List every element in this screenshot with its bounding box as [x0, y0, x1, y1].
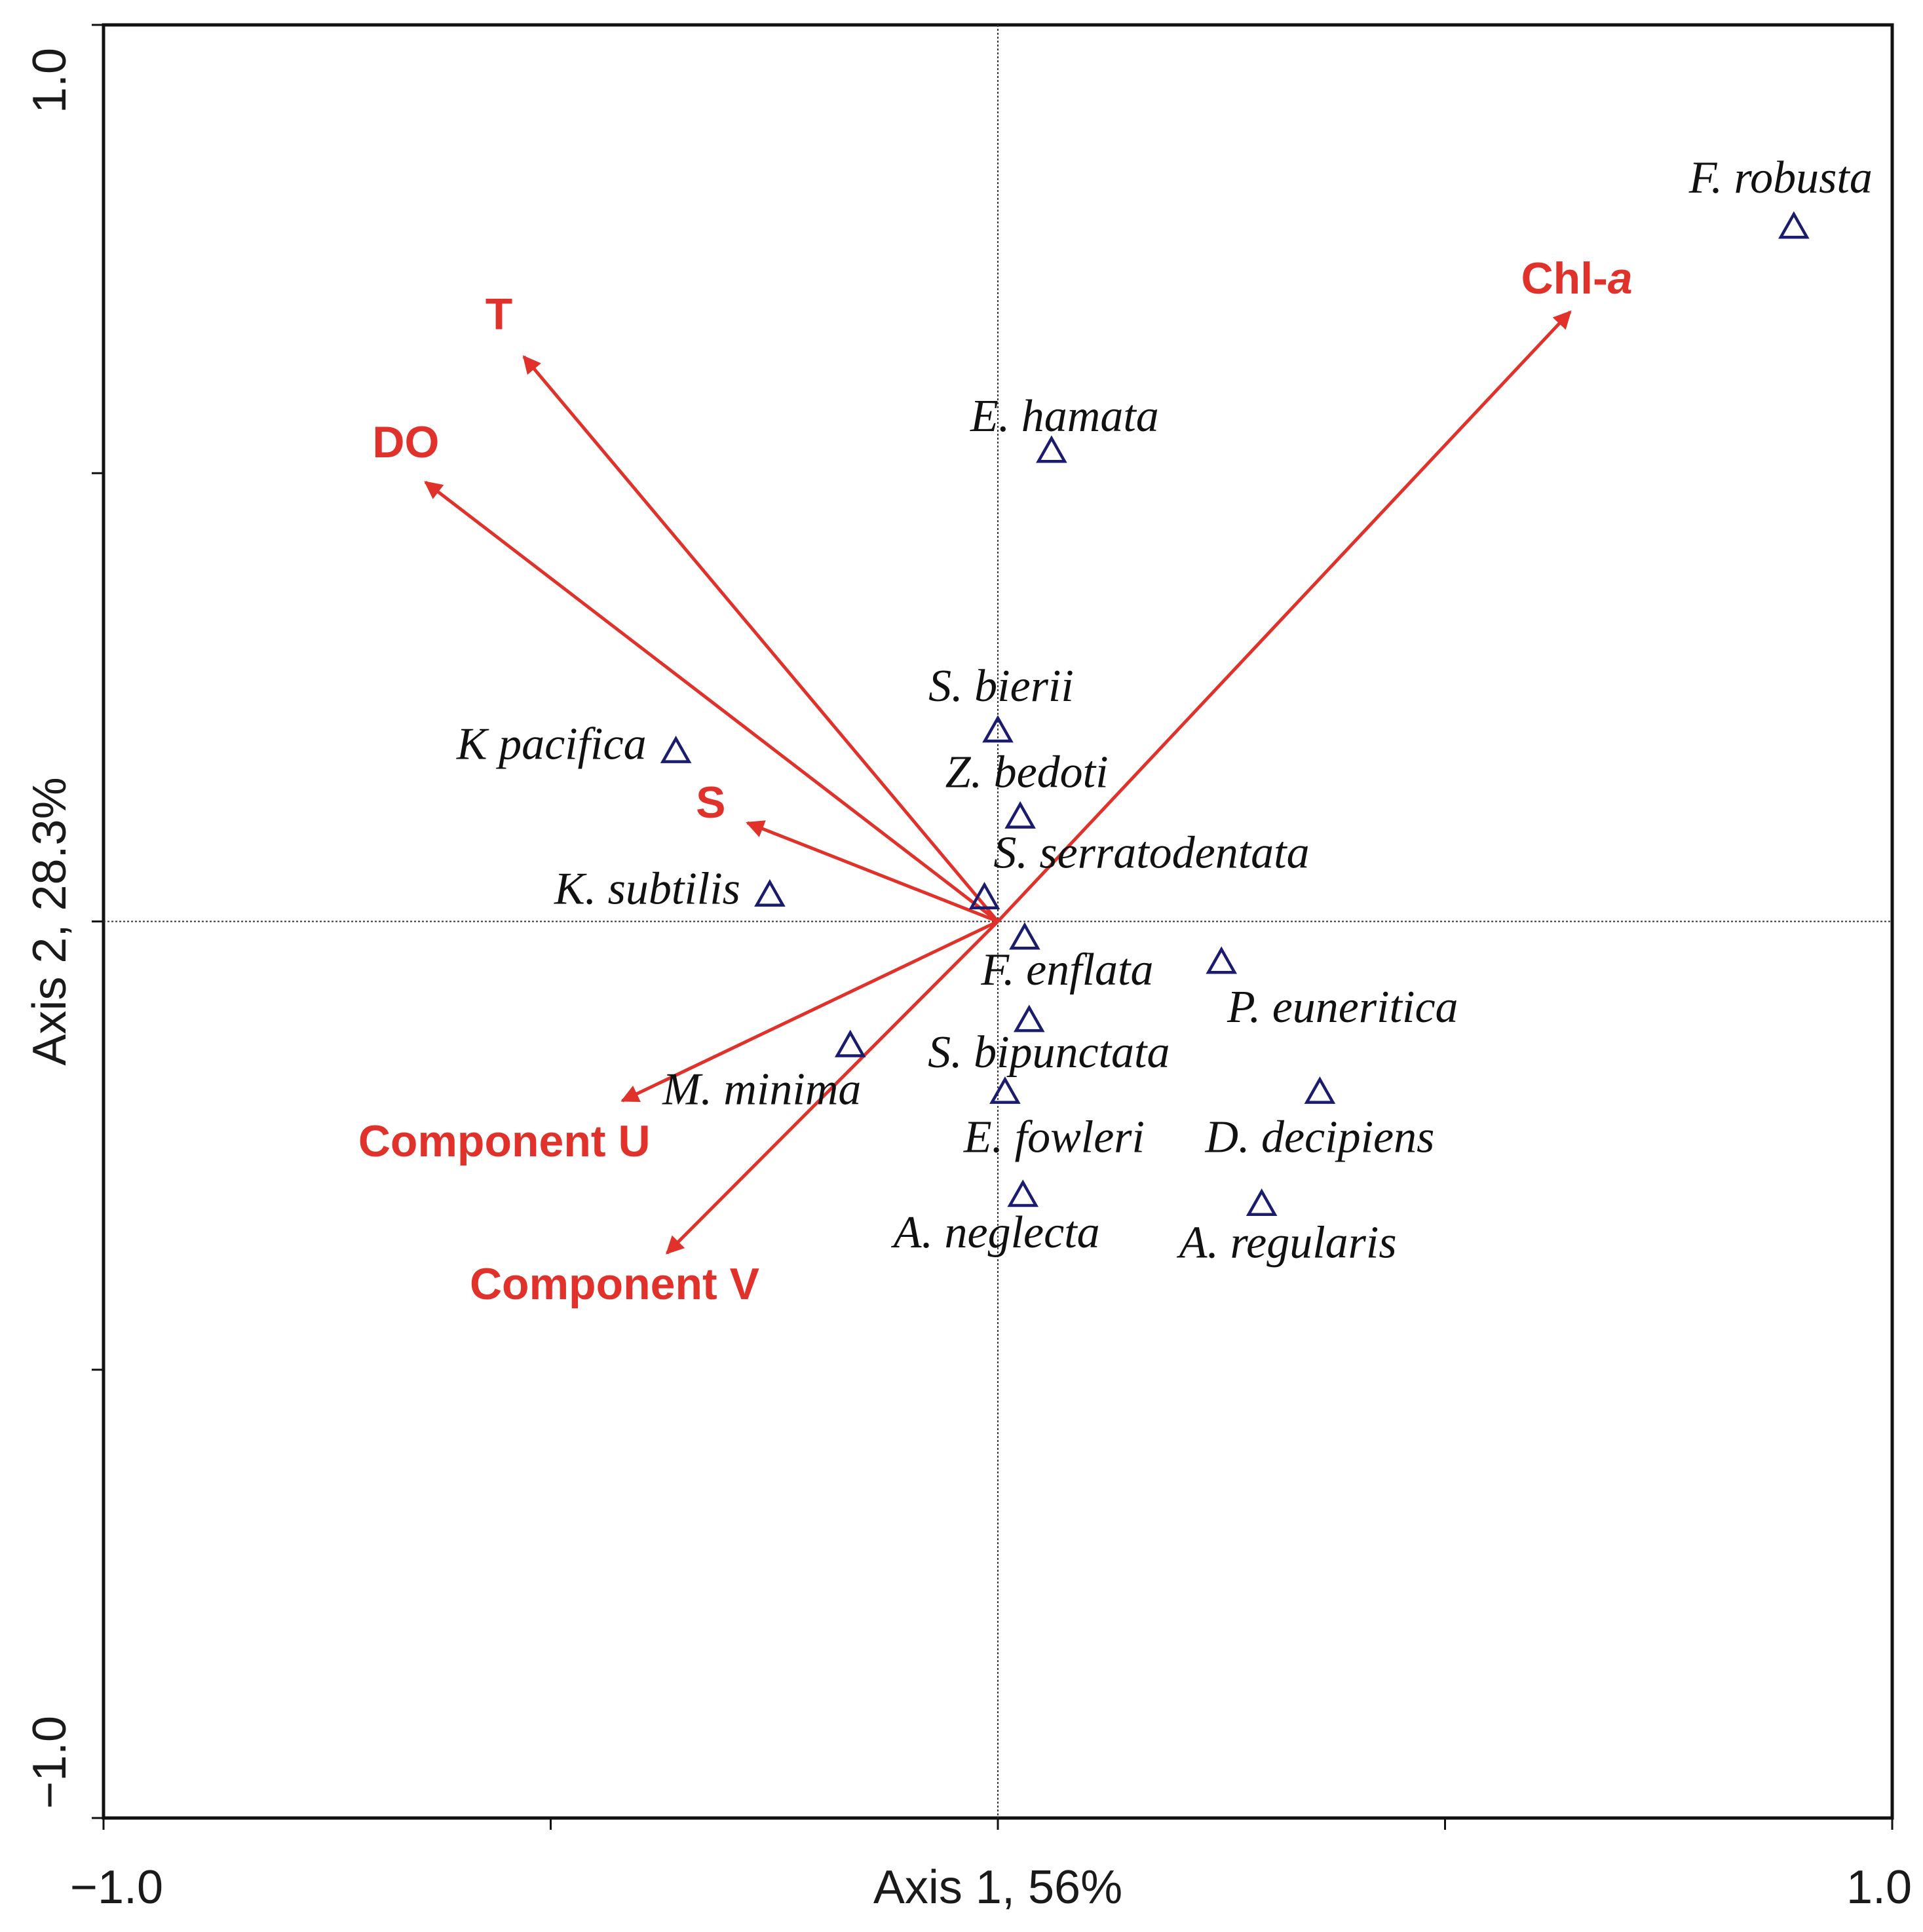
vector-arrow-component-v — [666, 920, 999, 1255]
species-marker-s-bierii — [982, 715, 1014, 743]
species-f-enflata: F. enflata — [980, 922, 1154, 995]
species-label-a-regularis: A. regularis — [1177, 1218, 1397, 1268]
species-m-minima: M. minima — [662, 1029, 866, 1114]
vector-label-s: S — [696, 778, 725, 827]
vector-label-text: DO — [372, 417, 439, 467]
vector-label-t: T — [486, 289, 513, 339]
x-axis-label: Axis 1, 56% — [873, 1861, 1122, 1914]
species-marker-s-bipunctata — [1013, 1004, 1045, 1032]
species-label-z-bedoti: Z. bedoti — [945, 747, 1109, 797]
vector-label-italic: a — [1608, 254, 1633, 303]
species-label-a-neglecta: A. neglecta — [891, 1207, 1100, 1258]
vector-component-u: Component U — [358, 920, 999, 1166]
species-marker-k-pacifica — [660, 735, 692, 763]
vector-s: S — [696, 778, 999, 923]
vector-t: T — [486, 289, 999, 923]
species-s-bierii: S. bierii — [928, 661, 1074, 743]
environmental-vectors: T DO S Chl-a Component U Component V — [358, 254, 1633, 1309]
species-marker-e-fowleri — [989, 1076, 1021, 1104]
species-label-s-serratodentata: S. serratodentata — [993, 828, 1309, 879]
species-marker-e-hamata — [1036, 435, 1067, 463]
species-marker-s-serratodentata — [968, 881, 1000, 909]
species-points: F. robusta E. hamata S. bierii K pacifica Z.… — [456, 153, 1873, 1268]
vector-arrow-s — [746, 820, 999, 923]
species-label-s-bipunctata: S. bipunctata — [928, 1027, 1170, 1078]
species-s-serratodentata: S. serratodentata — [968, 828, 1310, 909]
vector-label-component-v: Component V — [470, 1259, 759, 1309]
species-f-robusta: F. robusta — [1688, 153, 1873, 239]
vector-label-text: Component V — [470, 1259, 759, 1309]
vector-label-chl-a: Chl-a — [1521, 254, 1633, 303]
vector-label-do: DO — [372, 417, 439, 467]
species-marker-f-robusta — [1778, 211, 1810, 239]
vector-arrow-t — [522, 355, 999, 923]
vector-do: DO — [372, 417, 999, 923]
species-d-decipiens: D. decipiens — [1204, 1076, 1434, 1163]
vector-label-text: Chl- — [1521, 254, 1608, 303]
species-marker-d-decipiens — [1304, 1076, 1336, 1104]
species-s-bipunctata: S. bipunctata — [928, 1004, 1170, 1078]
species-marker-k-subtilis — [754, 879, 786, 907]
species-label-f-robusta: F. robusta — [1688, 153, 1873, 203]
species-label-f-enflata: F. enflata — [980, 945, 1153, 995]
species-k-subtilis: K. subtilis — [554, 863, 786, 914]
y-axis-label: Axis 2, 28.3% — [24, 777, 76, 1065]
species-a-neglecta: A. neglecta — [891, 1179, 1100, 1258]
x-tick-label-min: −1.0 — [70, 1861, 163, 1914]
species-label-e-hamata: E. hamata — [970, 391, 1159, 442]
species-marker-a-regularis — [1246, 1188, 1278, 1216]
vector-label-text: Component U — [358, 1116, 651, 1166]
species-label-m-minima: M. minima — [662, 1064, 861, 1114]
species-e-fowleri: E. fowleri — [963, 1076, 1145, 1163]
vector-chl-a: Chl-a — [997, 254, 1633, 923]
species-label-d-decipiens: D. decipiens — [1204, 1112, 1434, 1163]
y-tick-label-min: −1.0 — [24, 1716, 76, 1809]
species-marker-f-enflata — [1009, 922, 1040, 950]
species-a-regularis: A. regularis — [1177, 1188, 1397, 1268]
species-label-e-fowleri: E. fowleri — [963, 1112, 1145, 1163]
x-tick-label-max: 1.0 — [1846, 1861, 1912, 1914]
species-label-p-euneritica: P. euneritica — [1227, 982, 1458, 1032]
vector-label-text: T — [486, 289, 513, 339]
species-k-pacifica: K pacifica — [456, 719, 692, 769]
species-label-k-subtilis: K. subtilis — [554, 863, 740, 914]
axis-labels: Axis 1, 56% Axis 2, 28.3% −1.0 1.0 −1.0 … — [24, 48, 1912, 1914]
axis-ticks — [92, 24, 1894, 1830]
vector-label-text: S — [696, 778, 725, 827]
species-label-s-bierii: S. bierii — [928, 661, 1074, 711]
species-p-euneritica: P. euneritica — [1206, 946, 1458, 1032]
y-tick-label-max: 1.0 — [24, 48, 76, 113]
vector-label-component-u: Component U — [358, 1116, 651, 1166]
species-marker-a-neglecta — [1007, 1179, 1039, 1207]
vector-component-v: Component V — [470, 920, 999, 1309]
species-marker-m-minima — [834, 1029, 866, 1057]
species-e-hamata: E. hamata — [970, 391, 1159, 463]
species-z-bedoti: Z. bedoti — [945, 747, 1109, 829]
vector-arrow-chl-a — [997, 310, 1572, 923]
species-marker-p-euneritica — [1206, 946, 1238, 974]
vector-arrow-component-u — [620, 920, 999, 1103]
species-marker-z-bedoti — [1004, 801, 1036, 829]
vector-arrow-do — [424, 480, 999, 923]
species-label-k-pacifica: K pacifica — [456, 719, 647, 769]
